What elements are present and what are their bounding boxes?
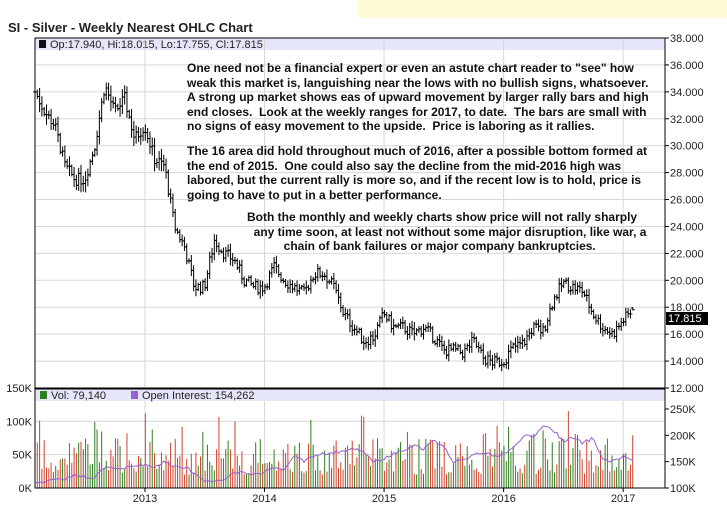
oi-tick-label: 100K: [670, 483, 696, 495]
last-price-box: [666, 312, 708, 325]
price-tick-label: 12.000: [670, 383, 704, 395]
price-tick-label: 24.000: [670, 221, 704, 233]
legend-swatch-oi: [131, 391, 138, 399]
volume-tick-label: 50K: [12, 450, 32, 462]
price-tick-label: 14.000: [670, 356, 704, 368]
price-legend-band: [35, 38, 665, 50]
chart-title: SI - Silver - Weekly Nearest OHLC Chart: [8, 20, 253, 35]
price-tick-label: 38.000: [670, 33, 704, 45]
annotation-weak-market: One need not be a financial expert or ev…: [187, 61, 649, 133]
price-legend: Op:17.940, Hi:18.015, Lo:17.755, Cl:17.8…: [50, 39, 263, 51]
price-tick-label: 22.000: [670, 248, 704, 260]
x-tick-label: 2015: [372, 493, 396, 505]
legend-swatch-price: [39, 40, 46, 48]
x-tick-label: 2016: [491, 493, 515, 505]
price-tick-label: 20.000: [670, 275, 704, 287]
volume-tick-label: 0K: [19, 483, 33, 495]
price-tick-label: 32.000: [670, 114, 704, 126]
volume-legend-band: [35, 389, 665, 401]
last-price-label: 17.815: [668, 313, 702, 325]
price-tick-label: 28.000: [670, 168, 704, 180]
open-interest-line: [34, 425, 633, 484]
x-tick-label: 2014: [252, 493, 276, 505]
volume-tick-label: 150K: [6, 383, 32, 395]
plot-frame: [34, 37, 666, 489]
price-tick-label: 26.000: [670, 195, 704, 207]
oi-tick-label: 200K: [670, 430, 696, 442]
price-tick-label: 18.000: [670, 302, 704, 314]
volume-tick-label: 100K: [6, 416, 32, 428]
price-tick-label: 30.000: [670, 141, 704, 153]
annotation-no-rally: Both the monthly and weekly charts show …: [247, 210, 647, 253]
x-tick-label: 2017: [611, 493, 635, 505]
legend-swatch-volume: [40, 391, 47, 399]
oi-tick-label: 150K: [670, 457, 696, 469]
volume-legend: Vol: 79,140: [51, 390, 106, 402]
x-tick-label: 2013: [133, 493, 157, 505]
oi-tick-label: 250K: [670, 404, 696, 416]
price-tick-label: 16.000: [670, 329, 704, 341]
oi-legend: Open Interest: 154,262: [142, 390, 255, 402]
price-tick-label: 34.000: [670, 87, 704, 99]
annotation-16-area: The 16 area did hold throughout much of …: [187, 144, 648, 202]
top-banner: [358, 0, 727, 18]
price-tick-label: 36.000: [670, 60, 704, 72]
